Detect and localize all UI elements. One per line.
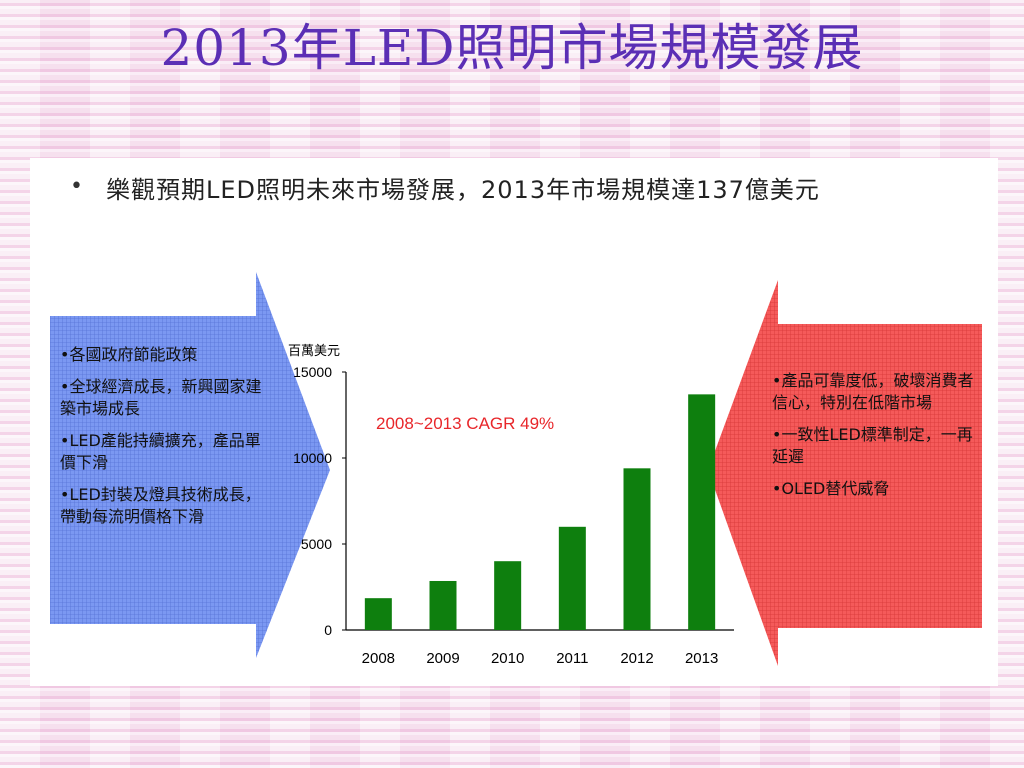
x-tick-label: 2009 <box>426 650 459 667</box>
content-panel: • 樂觀預期LED照明未來市場發展，2013年市場規模達137億美元 •各國政府… <box>30 158 998 686</box>
bar-2012 <box>623 468 651 630</box>
cagr-annotation: 2008~2013 CAGR 49% <box>376 414 554 433</box>
x-tick-label: 2008 <box>362 650 395 667</box>
left-item-3: •LED產能持續擴充，產品單價下滑 <box>60 431 261 472</box>
x-tick-label: 2010 <box>491 650 524 667</box>
left-item-1: •各國政府節能政策 <box>60 345 198 364</box>
right-item-3: •OLED替代威脅 <box>772 479 890 498</box>
right-item-2: •一致性LED標準制定，一再延遲 <box>772 425 973 466</box>
y-tick-label: 0 <box>324 622 332 638</box>
left-arrow-shape <box>50 272 982 666</box>
bar-2011 <box>558 526 586 630</box>
bar-2010 <box>494 561 522 630</box>
bar-2009 <box>429 580 457 630</box>
x-tick-label: 2013 <box>685 650 718 667</box>
right-item-1: •產品可靠度低，破壞消費者信心，特別在低階市場 <box>772 371 974 412</box>
x-tick-label: 2011 <box>556 650 588 667</box>
bullet-marker: • <box>70 174 83 199</box>
left-item-4: •LED封裝及燈具技術成長，帶動每流明價格下滑 <box>60 485 261 526</box>
left-drivers-list: •各國政府節能政策 •全球經濟成長，新興國家建築市場成長 •LED產能持續擴充，… <box>60 344 270 538</box>
x-tick-label: 2012 <box>620 650 653 667</box>
y-tick-label: 10000 <box>293 450 332 466</box>
y-axis-label: 百萬美元 <box>288 344 340 359</box>
right-barriers-list: •產品可靠度低，破壞消費者信心，特別在低階市場 •一致性LED標準制定，一再延遲… <box>772 370 978 510</box>
left-item-2: •全球經濟成長，新興國家建築市場成長 <box>60 377 262 418</box>
bullet-text: 樂觀預期LED照明未來市場發展，2013年市場規模達137億美元 <box>106 176 820 204</box>
right-arrow-polygon <box>708 280 982 666</box>
slide-title: 2013年LED照明市場規模發展 <box>160 19 864 77</box>
bar-chart: 0 5000 10000 15000 百萬美元 2008 2009 2010 2011 2012 2… <box>288 344 734 667</box>
bar-2013 <box>688 394 716 630</box>
y-tick-label: 5000 <box>301 536 332 552</box>
left-arrow-polygon <box>50 272 330 658</box>
bar-2008 <box>364 598 392 630</box>
y-tick-label: 15000 <box>293 364 332 380</box>
